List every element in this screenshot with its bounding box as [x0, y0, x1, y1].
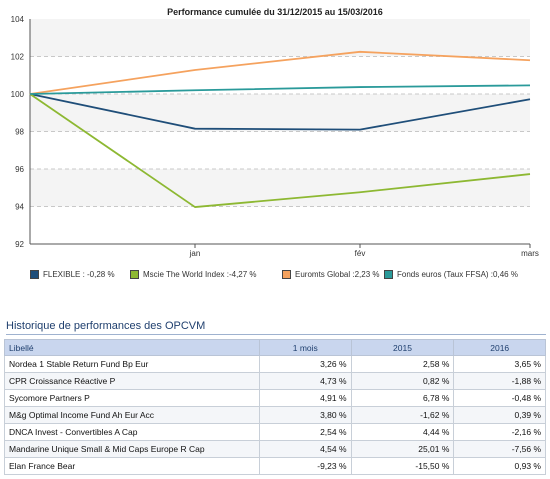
table-row: Sycomore Partners P 4,91 % 6,78 % -0,48 … — [4, 389, 546, 407]
plot-band — [30, 19, 530, 57]
year-2015-cell: 0,82 % — [350, 372, 455, 390]
legend-swatch — [130, 270, 139, 279]
legend-swatch — [384, 270, 393, 279]
x-tick-label: mars — [521, 249, 539, 258]
performance-history-table: Libellé 1 mois 2015 2016 Nordea 1 Stable… — [4, 339, 546, 475]
table-row: M&g Optimal Income Fund Ah Eur Acc 3,80 … — [4, 406, 546, 424]
fund-name-cell[interactable]: Mandarine Unique Small & Mid Caps Europe… — [4, 440, 260, 458]
legend-item[interactable]: Mscie The World Index :-4,27 % — [130, 270, 257, 279]
y-tick-label: 92 — [15, 240, 24, 249]
y-tick-label: 96 — [15, 165, 24, 174]
one-month-cell: 4,91 % — [259, 389, 352, 407]
plot-band — [30, 94, 530, 132]
legend-label: Euromts Global :2,23 % — [295, 270, 380, 279]
y-tick-label: 98 — [15, 128, 24, 137]
one-month-cell: 2,54 % — [259, 423, 352, 441]
year-2016-cell: 3,65 % — [453, 355, 546, 373]
legend-label: FLEXIBLE : -0,28 % — [43, 270, 115, 279]
history-section-title: Historique de performances des OPCVM — [6, 320, 206, 332]
one-month-cell: 3,80 % — [259, 406, 352, 424]
series-line — [29, 93, 531, 131]
fund-name-cell[interactable]: M&g Optimal Income Fund Ah Eur Acc — [4, 406, 260, 424]
fund-name-cell[interactable]: Elan France Bear — [4, 457, 260, 475]
year-2016-cell: -7,56 % — [453, 440, 546, 458]
year-2015-cell: 6,78 % — [350, 389, 455, 407]
legend-item[interactable]: FLEXIBLE : -0,28 % — [30, 270, 115, 279]
fund-name-cell[interactable]: Nordea 1 Stable Return Fund Bp Eur — [4, 355, 260, 373]
table-row: Mandarine Unique Small & Mid Caps Europe… — [4, 440, 546, 458]
legend-label: Mscie The World Index :-4,27 % — [143, 270, 257, 279]
one-month-cell: -9,23 % — [259, 457, 352, 475]
chart-title: Performance cumulée du 31/12/2015 au 15/… — [167, 7, 383, 17]
year-2016-cell: -1,88 % — [453, 372, 546, 390]
table-row: Elan France Bear -9,23 % -15,50 % 0,93 % — [4, 457, 546, 475]
legend-swatch — [30, 270, 39, 279]
history-title-underline — [6, 334, 546, 335]
year-2016-cell: -0,48 % — [453, 389, 546, 407]
year-2015-cell: -15,50 % — [350, 457, 455, 475]
column-header-label[interactable]: Libellé — [4, 339, 260, 356]
fund-name-cell[interactable]: DNCA Invest - Convertibles A Cap — [4, 423, 260, 441]
year-2016-cell: -2,16 % — [453, 423, 546, 441]
y-tick-label: 104 — [11, 15, 25, 24]
column-header-2015[interactable]: 2015 — [350, 339, 455, 356]
legend-swatch — [282, 270, 291, 279]
series-line — [29, 50, 531, 95]
x-tick-label: fév — [355, 249, 366, 258]
x-tick-label: jan — [189, 249, 201, 258]
table-row: DNCA Invest - Convertibles A Cap 2,54 % … — [4, 423, 546, 441]
one-month-cell: 4,73 % — [259, 372, 352, 390]
year-2015-cell: 2,58 % — [350, 355, 455, 373]
table-row: CPR Croissance Réactive P 4,73 % 0,82 % … — [4, 372, 546, 390]
series-line — [29, 84, 531, 95]
y-tick-label: 100 — [11, 90, 25, 99]
fund-name-cell[interactable]: CPR Croissance Réactive P — [4, 372, 260, 390]
series-line — [29, 93, 531, 208]
table-row: Nordea 1 Stable Return Fund Bp Eur 3,26 … — [4, 355, 546, 373]
legend-item[interactable]: Euromts Global :2,23 % — [282, 270, 379, 279]
one-month-cell: 3,26 % — [259, 355, 352, 373]
fund-name-cell[interactable]: Sycomore Partners P — [4, 389, 260, 407]
year-2015-cell: 25,01 % — [350, 440, 455, 458]
table-header-row: Libellé 1 mois 2015 2016 — [4, 339, 546, 356]
year-2015-cell: 4,44 % — [350, 423, 455, 441]
one-month-cell: 4,54 % — [259, 440, 352, 458]
performance-line-chart: Performance cumulée du 31/12/2015 au 15/… — [11, 7, 539, 258]
year-2015-cell: -1,62 % — [350, 406, 455, 424]
year-2016-cell: 0,39 % — [453, 406, 546, 424]
year-2016-cell: 0,93 % — [453, 457, 546, 475]
legend-label: Fonds euros (Taux FFSA) :0,46 % — [397, 270, 518, 279]
y-tick-label: 94 — [15, 203, 24, 212]
y-tick-label: 102 — [11, 53, 25, 62]
chart-legend: FLEXIBLE : -0,28 % Mscie The World Index … — [30, 268, 545, 284]
column-header-1-month[interactable]: 1 mois — [259, 339, 352, 356]
plot-band — [30, 169, 530, 207]
column-header-2016[interactable]: 2016 — [453, 339, 546, 356]
legend-item[interactable]: Fonds euros (Taux FFSA) :0,46 % — [384, 270, 518, 279]
